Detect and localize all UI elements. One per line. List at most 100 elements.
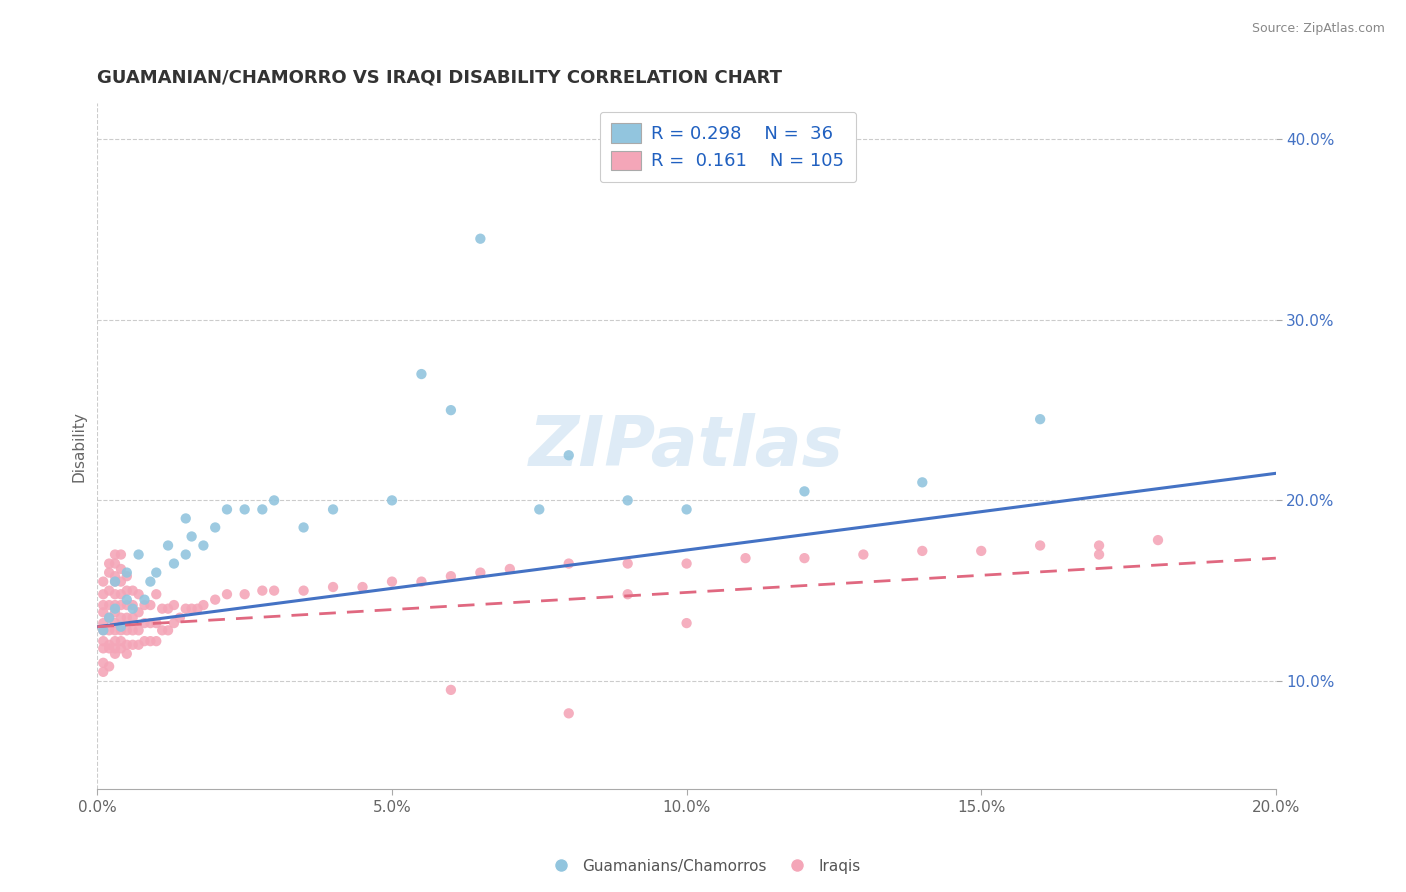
Point bbox=[104, 624, 127, 638]
Point bbox=[793, 484, 815, 499]
Point bbox=[139, 574, 162, 589]
Point bbox=[104, 557, 127, 571]
Point bbox=[104, 634, 127, 648]
Point bbox=[157, 624, 180, 638]
Point bbox=[911, 475, 934, 490]
Point bbox=[470, 232, 492, 246]
Point bbox=[139, 598, 162, 612]
Point bbox=[263, 493, 285, 508]
Point bbox=[121, 610, 143, 624]
Point bbox=[98, 557, 121, 571]
Point bbox=[292, 520, 315, 534]
Point bbox=[91, 574, 114, 589]
Point bbox=[91, 598, 114, 612]
Point bbox=[499, 562, 522, 576]
Point bbox=[110, 624, 132, 638]
Point bbox=[204, 592, 226, 607]
Point bbox=[233, 587, 256, 601]
Point bbox=[180, 601, 202, 615]
Point bbox=[852, 548, 875, 562]
Point bbox=[115, 569, 138, 583]
Point bbox=[115, 598, 138, 612]
Point bbox=[134, 592, 156, 607]
Point bbox=[163, 616, 186, 631]
Point bbox=[186, 601, 208, 615]
Point bbox=[174, 601, 197, 615]
Legend: R = 0.298    N =  36, R =  0.161    N = 105: R = 0.298 N = 36, R = 0.161 N = 105 bbox=[600, 112, 856, 182]
Point bbox=[104, 548, 127, 562]
Point bbox=[104, 587, 127, 601]
Point bbox=[157, 601, 180, 615]
Point bbox=[558, 448, 581, 462]
Point bbox=[110, 548, 132, 562]
Point bbox=[115, 592, 138, 607]
Point bbox=[675, 502, 697, 516]
Point bbox=[233, 502, 256, 516]
Point bbox=[128, 624, 150, 638]
Point bbox=[91, 634, 114, 648]
Point bbox=[252, 502, 274, 516]
Point bbox=[91, 587, 114, 601]
Point bbox=[145, 634, 167, 648]
Point bbox=[411, 574, 433, 589]
Point bbox=[411, 367, 433, 381]
Point bbox=[110, 634, 132, 648]
Point bbox=[104, 641, 127, 656]
Point bbox=[1088, 539, 1111, 553]
Point bbox=[91, 605, 114, 619]
Point bbox=[98, 583, 121, 598]
Point bbox=[115, 638, 138, 652]
Point bbox=[174, 511, 197, 525]
Point bbox=[128, 638, 150, 652]
Point bbox=[134, 634, 156, 648]
Point bbox=[98, 610, 121, 624]
Point bbox=[91, 641, 114, 656]
Point bbox=[675, 616, 697, 631]
Text: ZIPatlas: ZIPatlas bbox=[529, 413, 844, 480]
Point bbox=[292, 583, 315, 598]
Point bbox=[104, 569, 127, 583]
Point bbox=[91, 624, 114, 638]
Point bbox=[616, 587, 638, 601]
Point bbox=[215, 502, 238, 516]
Point bbox=[134, 598, 156, 612]
Point bbox=[145, 587, 167, 601]
Text: Source: ZipAtlas.com: Source: ZipAtlas.com bbox=[1251, 22, 1385, 36]
Point bbox=[734, 551, 756, 566]
Point bbox=[163, 598, 186, 612]
Point bbox=[145, 566, 167, 580]
Point bbox=[98, 566, 121, 580]
Point bbox=[110, 620, 132, 634]
Point bbox=[180, 529, 202, 543]
Point bbox=[104, 647, 127, 661]
Point bbox=[121, 583, 143, 598]
Point bbox=[128, 605, 150, 619]
Point bbox=[98, 624, 121, 638]
Point bbox=[110, 574, 132, 589]
Point bbox=[1147, 533, 1170, 547]
Point bbox=[252, 583, 274, 598]
Point bbox=[150, 624, 173, 638]
Point bbox=[104, 574, 127, 589]
Point bbox=[110, 641, 132, 656]
Point bbox=[110, 610, 132, 624]
Point bbox=[139, 634, 162, 648]
Point bbox=[115, 583, 138, 598]
Point bbox=[163, 557, 186, 571]
Point bbox=[91, 656, 114, 670]
Point bbox=[104, 574, 127, 589]
Point bbox=[128, 587, 150, 601]
Y-axis label: Disability: Disability bbox=[72, 411, 86, 482]
Point bbox=[616, 557, 638, 571]
Point bbox=[381, 574, 404, 589]
Point bbox=[98, 610, 121, 624]
Point bbox=[558, 557, 581, 571]
Point bbox=[98, 598, 121, 612]
Point bbox=[128, 548, 150, 562]
Point bbox=[911, 544, 934, 558]
Point bbox=[970, 544, 993, 558]
Point bbox=[793, 551, 815, 566]
Point bbox=[121, 598, 143, 612]
Point bbox=[169, 610, 191, 624]
Point bbox=[115, 624, 138, 638]
